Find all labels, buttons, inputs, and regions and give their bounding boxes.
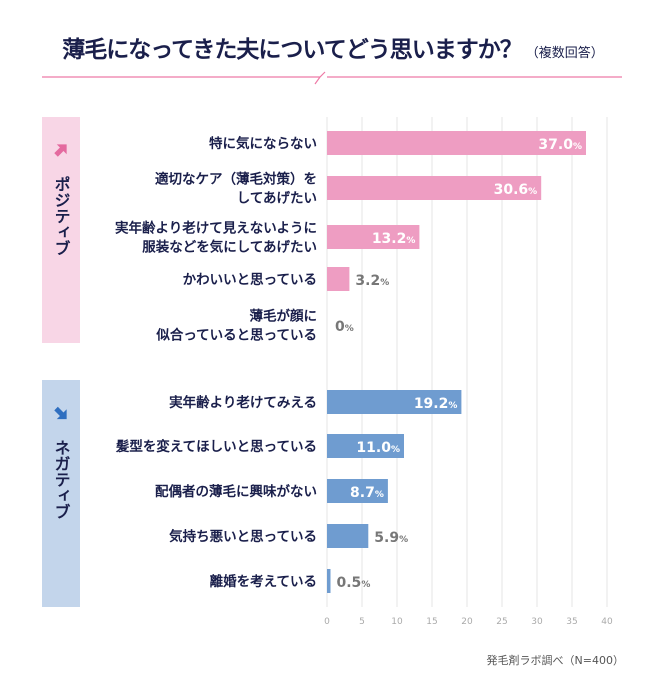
arrow-shape: [54, 406, 67, 420]
value-label: 30.6%: [494, 182, 538, 198]
group-panel: [42, 117, 80, 343]
category-label: 実年齢より老けてみえる: [169, 394, 317, 411]
value-label: 13.2%: [372, 231, 416, 247]
x-tick-label: 35: [566, 617, 577, 627]
value-unit: %: [399, 535, 408, 545]
category-label-line: 気持ち悪いと思っている: [169, 528, 317, 545]
bar: [327, 176, 542, 200]
bar: [327, 479, 388, 503]
value-label: 11.0%: [356, 440, 400, 456]
value-label: 37.0%: [538, 137, 582, 153]
value-unit: %: [448, 401, 457, 411]
value-number: 37.0: [538, 137, 573, 153]
category-label: 適切なケア（薄毛対策）をしてあげたい: [155, 171, 317, 207]
value-number: 5.9: [374, 530, 399, 546]
category-label-line: 似合っていると思っている: [155, 327, 317, 344]
value-number: 30.6: [494, 182, 529, 198]
category-label: 配偶者の薄毛に興味がない: [155, 483, 317, 500]
category-label: 実年齢より老けて見えないように服装などを気にしてあげたい: [115, 220, 317, 256]
category-label-line: 離婚を考えている: [210, 573, 317, 590]
category-label-line: 実年齢より老けて見えないように: [115, 220, 317, 237]
category-label-line: 配偶者の薄毛に興味がない: [155, 483, 317, 500]
x-tick-label: 30: [531, 617, 543, 627]
group-label: ポジティブ: [52, 175, 71, 256]
x-tick-label: 0: [324, 617, 330, 627]
value-unit: %: [528, 187, 537, 197]
bar: [327, 524, 369, 548]
value-number: 13.2: [372, 231, 407, 247]
value-number: 0: [335, 319, 345, 335]
category-label-line: 適切なケア（薄毛対策）を: [155, 171, 317, 188]
category-label-line: 実年齢より老けてみえる: [169, 394, 317, 411]
bar: [327, 225, 420, 249]
x-tick-label: 25: [496, 617, 507, 627]
value-unit: %: [375, 490, 384, 500]
x-tick-label: 40: [601, 617, 613, 627]
category-label: 特に気にならない: [209, 135, 317, 152]
category-label-line: 薄毛が顔に: [250, 308, 318, 325]
category-label-line: してあげたい: [237, 191, 317, 207]
value-label: 0.5%: [337, 575, 371, 591]
x-tick-label: 20: [461, 617, 473, 627]
group-label: ネガティブ: [52, 440, 71, 520]
category-label-line: 服装などを気にしてあげたい: [142, 239, 317, 256]
value-unit: %: [345, 324, 354, 334]
bar: [327, 569, 331, 593]
value-unit: %: [391, 445, 400, 455]
chart-title: 薄毛になってきた夫についてどう思いますか？ （複数回答）: [0, 30, 666, 64]
value-number: 3.2: [355, 273, 380, 289]
value-label: 0%: [335, 319, 354, 335]
title-sub: （複数回答）: [525, 46, 604, 61]
value-label: 3.2%: [355, 273, 389, 289]
category-label: 髪型を変えてほしいと思っている: [115, 438, 317, 455]
arrow-up-right-icon: [54, 144, 67, 157]
value-label: 8.7%: [350, 485, 384, 501]
category-label-line: 特に気にならない: [209, 135, 317, 152]
arrow-down-right-icon: [54, 406, 67, 420]
category-label-line: かわいいと思っている: [183, 272, 317, 288]
value-unit: %: [573, 142, 582, 152]
value-number: 19.2: [414, 396, 449, 412]
value-unit: %: [406, 236, 415, 246]
arrow-shape: [54, 144, 67, 157]
value-number: 0.5: [337, 575, 362, 591]
category-label: 薄毛が顔に似合っていると思っている: [155, 308, 317, 344]
x-tick-label: 5: [359, 617, 365, 627]
source-note: 発毛剤ラボ調べ（N=400）: [486, 654, 624, 667]
bar: [327, 131, 586, 155]
value-label: 19.2%: [414, 396, 458, 412]
x-tick-label: 10: [391, 617, 403, 627]
title-main: 薄毛になってきた夫についてどう思いますか？: [62, 37, 522, 63]
value-number: 11.0: [356, 440, 391, 456]
x-tick-label: 15: [426, 617, 437, 627]
value-label: 5.9%: [374, 530, 408, 546]
title-divider: [42, 71, 622, 85]
value-unit: %: [361, 580, 370, 590]
value-unit: %: [380, 278, 389, 288]
bar: [327, 434, 404, 458]
category-label: 離婚を考えている: [210, 573, 317, 590]
bar: [327, 267, 350, 291]
category-label: かわいいと思っている: [183, 272, 317, 288]
category-label-line: 髪型を変えてほしいと思っている: [115, 438, 317, 455]
category-label: 気持ち悪いと思っている: [169, 528, 317, 545]
bar: [327, 390, 462, 414]
value-number: 8.7: [350, 485, 375, 501]
